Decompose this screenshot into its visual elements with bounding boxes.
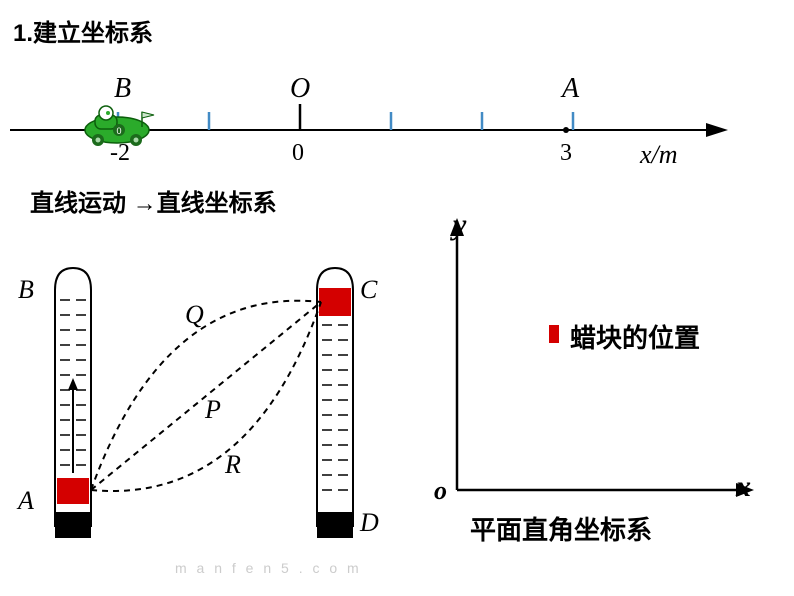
thermo-label-P: P bbox=[205, 395, 221, 425]
thermo-label-R: R bbox=[225, 450, 241, 480]
thermo-label-Q: Q bbox=[185, 300, 204, 330]
thermo-label-D: D bbox=[360, 508, 379, 538]
thermometer-diagram bbox=[0, 230, 400, 590]
coord-label-y: y bbox=[453, 208, 466, 242]
wax-marker-icon bbox=[549, 325, 559, 343]
svg-text:0: 0 bbox=[116, 126, 121, 136]
tube-left bbox=[55, 268, 91, 538]
numberline-val-0: 0 bbox=[292, 140, 304, 167]
thermo-label-C: C bbox=[360, 275, 377, 305]
coord-label-x: x bbox=[736, 470, 751, 504]
coordinate-system bbox=[410, 200, 790, 560]
numberline-label-B: B bbox=[114, 73, 131, 105]
watermark-text: m a n f e n 5 . c o m bbox=[175, 560, 362, 576]
numberline-label-A: A bbox=[562, 73, 579, 105]
tube-right bbox=[317, 268, 353, 538]
wax-label: 蜡块的位置 bbox=[570, 318, 700, 355]
thermo-label-A: A bbox=[18, 486, 34, 516]
thermo-label-B: B bbox=[18, 275, 34, 305]
numberline-label-O: O bbox=[290, 73, 310, 105]
coord-caption: 平面直角坐标系 bbox=[470, 510, 652, 547]
numberline-axis-label: x/m bbox=[640, 140, 678, 170]
subtitle-linear: 直线运动 →直线坐标系 bbox=[30, 183, 277, 218]
coord-label-o: o bbox=[434, 476, 447, 506]
numberline-val-3: 3 bbox=[560, 140, 572, 167]
numberline-val-neg2: -2 bbox=[110, 140, 130, 167]
